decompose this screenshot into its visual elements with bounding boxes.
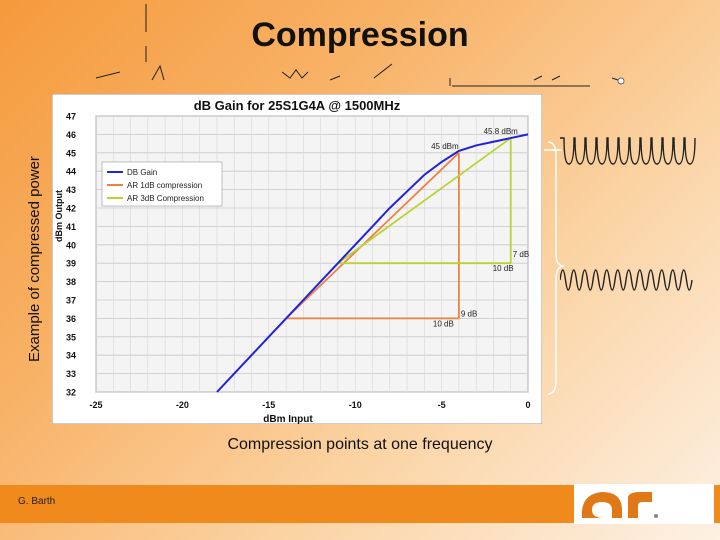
annotation-label: 45 dBm: [431, 142, 459, 151]
y-tick-label: 38: [66, 277, 76, 287]
y-tick-label: 47: [66, 112, 76, 122]
annotation-label: 10 dB: [433, 319, 454, 328]
x-tick-label: -5: [438, 400, 446, 410]
series-layer: [216, 133, 529, 393]
y-tick-label: 44: [66, 167, 76, 177]
y-tick-label: 33: [66, 369, 76, 379]
annotation-label: 9 dB: [461, 309, 477, 318]
slide-caption: Compression points at one frequency: [227, 436, 493, 453]
slide-title: Compression: [251, 16, 469, 54]
annotation-label: 45.8 dBm: [484, 127, 519, 136]
footer-author: G. Barth: [18, 496, 56, 507]
legend: DB Gain AR 1dB compression AR 3dB Compress…: [101, 161, 223, 207]
x-tick-label: -25: [89, 400, 102, 410]
y-tick-label: 43: [66, 185, 76, 195]
y-axis-label: dBm Output: [54, 190, 64, 242]
annotations-layer: 45.8 dBm 45 dBm 7 dB 10 dB 9 dB 10 dB: [431, 127, 529, 328]
decorative-scribbles: [95, 4, 625, 87]
y-tick-labels: 32 33 34 35 36 37 38 39 40 41 42 43 44 45 46 47: [66, 112, 76, 398]
x-tick-label: -10: [349, 400, 362, 410]
series-line-db-gain: [216, 133, 529, 393]
gain-chart: dB Gain for 25S1G4A @ 1500MHz 32 33 34 35 36…: [52, 94, 542, 424]
y-tick-label: 36: [66, 314, 76, 324]
x-tick-label: -20: [176, 400, 189, 410]
sine-waveform-icon: [560, 269, 693, 291]
series-line-ar-1db: [285, 152, 460, 320]
y-tick-label: 35: [66, 332, 76, 342]
annotation-label: 7 dB: [513, 250, 529, 259]
y-tick-label: 42: [66, 204, 76, 214]
x-tick-labels: -25 -20 -15 -10 -5 0: [89, 400, 530, 410]
y-tick-label: 37: [66, 296, 76, 306]
y-tick-label: 46: [66, 130, 76, 140]
ar-logo: [574, 484, 714, 524]
x-tick-label: 0: [525, 400, 530, 410]
series-line-ar-3db: [337, 137, 512, 264]
annotation-label: 10 dB: [493, 264, 514, 273]
y-tick-label: 32: [66, 388, 76, 398]
y-tick-label: 39: [66, 259, 76, 269]
legend-entry: AR 3dB Compression: [127, 194, 204, 203]
y-tick-label: 40: [66, 240, 76, 250]
y-tick-label: 41: [66, 222, 76, 232]
y-tick-label: 34: [66, 351, 76, 361]
chart-title: dB Gain for 25S1G4A @ 1500MHz: [194, 98, 401, 113]
y-tick-label: 45: [66, 148, 76, 158]
x-tick-label: -15: [262, 400, 275, 410]
legend-entry: DB Gain: [127, 168, 157, 177]
legend-entry: AR 1dB compression: [127, 181, 202, 190]
x-axis-label: dBm Input: [263, 414, 313, 424]
compressed-waveform-icon: [560, 137, 696, 165]
